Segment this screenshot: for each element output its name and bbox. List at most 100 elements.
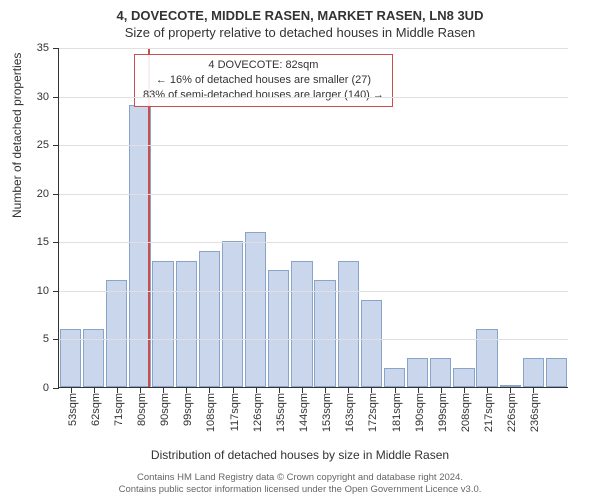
x-tick-label: 80sqm bbox=[136, 393, 148, 426]
y-tick bbox=[53, 194, 59, 195]
x-tick-label: 163sqm bbox=[344, 393, 356, 432]
x-tick bbox=[71, 387, 72, 393]
y-tick bbox=[53, 97, 59, 98]
histogram-bar bbox=[384, 368, 405, 387]
bar-slot: 190sqm bbox=[406, 48, 429, 387]
x-tick-label: 181sqm bbox=[391, 393, 403, 432]
histogram-bar bbox=[245, 232, 266, 387]
annotation-line-3: 83% of semi-detached houses are larger (… bbox=[143, 88, 384, 103]
gridline bbox=[59, 97, 568, 98]
y-tick bbox=[53, 339, 59, 340]
y-tick-label: 0 bbox=[43, 382, 49, 394]
bar-slot: 217sqm bbox=[476, 48, 499, 387]
y-tick-label: 10 bbox=[37, 285, 49, 297]
gridline bbox=[59, 291, 568, 292]
x-tick bbox=[163, 387, 164, 393]
y-tick bbox=[53, 145, 59, 146]
x-tick bbox=[348, 387, 349, 393]
x-tick-label: 144sqm bbox=[298, 393, 310, 432]
x-tick bbox=[510, 387, 511, 393]
x-tick bbox=[441, 387, 442, 393]
y-tick bbox=[53, 48, 59, 49]
x-tick-label: 117sqm bbox=[229, 393, 241, 431]
histogram-bar bbox=[106, 280, 127, 387]
x-tick bbox=[186, 387, 187, 393]
histogram-bar bbox=[152, 261, 173, 387]
histogram-bar bbox=[291, 261, 312, 387]
y-axis-label: Number of detached properties bbox=[10, 53, 24, 218]
x-tick-label: 172sqm bbox=[367, 393, 379, 432]
x-tick-label: 208sqm bbox=[460, 393, 472, 432]
bar-slot: 199sqm bbox=[429, 48, 452, 387]
x-tick-label: 135sqm bbox=[275, 393, 287, 432]
y-tick bbox=[53, 291, 59, 292]
histogram-bar bbox=[476, 329, 497, 387]
histogram-bar bbox=[453, 368, 474, 387]
histogram-bar bbox=[407, 358, 428, 387]
x-tick bbox=[395, 387, 396, 393]
bar-slot: 226sqm bbox=[499, 48, 522, 387]
y-tick bbox=[53, 242, 59, 243]
x-tick-label: 90sqm bbox=[159, 393, 171, 426]
x-tick bbox=[418, 387, 419, 393]
histogram-bar bbox=[523, 358, 544, 387]
x-tick-label: 62sqm bbox=[90, 393, 102, 426]
x-tick bbox=[533, 387, 534, 393]
x-tick bbox=[94, 387, 95, 393]
x-tick bbox=[209, 387, 210, 393]
x-tick bbox=[233, 387, 234, 393]
x-axis-label: Distribution of detached houses by size … bbox=[0, 448, 600, 462]
x-tick-label: 53sqm bbox=[67, 393, 79, 426]
x-tick bbox=[325, 387, 326, 393]
bar-slot: 236sqm bbox=[522, 48, 545, 387]
gridline bbox=[59, 145, 568, 146]
x-tick-label: 153sqm bbox=[321, 393, 333, 432]
chart-plot-area: 53sqm62sqm71sqm80sqm90sqm99sqm108sqm117s… bbox=[58, 48, 568, 388]
x-tick bbox=[117, 387, 118, 393]
histogram-bar bbox=[199, 251, 220, 387]
y-tick-label: 15 bbox=[37, 236, 49, 248]
bar-slot bbox=[545, 48, 568, 387]
x-tick-label: 236sqm bbox=[529, 393, 541, 432]
y-tick-label: 5 bbox=[43, 333, 49, 345]
x-tick bbox=[256, 387, 257, 393]
gridline bbox=[59, 194, 568, 195]
x-tick-label: 190sqm bbox=[414, 393, 426, 432]
x-tick-label: 126sqm bbox=[252, 393, 264, 432]
x-tick-label: 226sqm bbox=[506, 393, 518, 432]
histogram-bar bbox=[222, 241, 243, 387]
bar-slot: 62sqm bbox=[82, 48, 105, 387]
gridline bbox=[59, 339, 568, 340]
bar-slot: 71sqm bbox=[105, 48, 128, 387]
title-line-2: Size of property relative to detached ho… bbox=[0, 25, 600, 42]
histogram-bar bbox=[60, 329, 81, 387]
x-tick-label: 199sqm bbox=[437, 393, 449, 432]
x-tick bbox=[140, 387, 141, 393]
x-tick bbox=[464, 387, 465, 393]
y-tick-label: 30 bbox=[37, 91, 49, 103]
x-tick-label: 108sqm bbox=[205, 393, 217, 432]
histogram-bar bbox=[314, 280, 335, 387]
histogram-bar bbox=[338, 261, 359, 387]
gridline bbox=[59, 242, 568, 243]
attribution-footer: Contains HM Land Registry data © Crown c… bbox=[0, 472, 600, 496]
y-tick-label: 20 bbox=[37, 188, 49, 200]
x-tick bbox=[302, 387, 303, 393]
x-tick-label: 217sqm bbox=[483, 393, 495, 432]
x-tick-label: 71sqm bbox=[113, 393, 125, 426]
y-tick bbox=[53, 388, 59, 389]
x-tick bbox=[371, 387, 372, 393]
histogram-bar bbox=[83, 329, 104, 387]
gridline bbox=[59, 48, 568, 49]
y-tick-label: 25 bbox=[37, 139, 49, 151]
histogram-bar bbox=[546, 358, 567, 387]
x-tick bbox=[487, 387, 488, 393]
x-tick bbox=[279, 387, 280, 393]
bar-slot: 208sqm bbox=[452, 48, 475, 387]
y-tick-label: 35 bbox=[37, 42, 49, 54]
footer-line-1: Contains HM Land Registry data © Crown c… bbox=[0, 472, 600, 484]
title-line-1: 4, DOVECOTE, MIDDLE RASEN, MARKET RASEN,… bbox=[0, 8, 600, 25]
annotation-line-2: ← 16% of detached houses are smaller (27… bbox=[143, 73, 384, 88]
histogram-bar bbox=[430, 358, 451, 387]
histogram-bar bbox=[361, 300, 382, 387]
